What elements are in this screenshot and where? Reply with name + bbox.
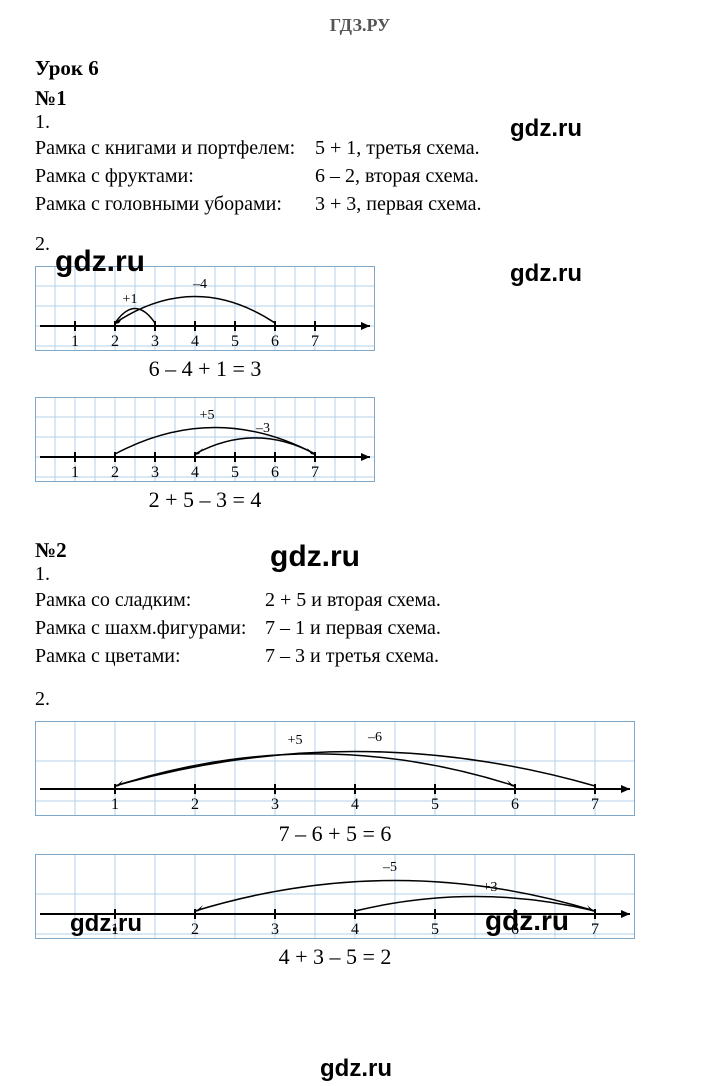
svg-text:7: 7 xyxy=(311,333,319,350)
svg-text:3: 3 xyxy=(151,464,159,481)
ex2-row-1: Рамка с шахм.фигурами: 7 – 1 и первая сх… xyxy=(35,614,685,642)
svg-text:1: 1 xyxy=(111,796,119,813)
numberline-3: 1 2 3 4 5 6 7 +5 –6 xyxy=(35,721,685,816)
ex1-row-0-label: Рамка с книгами и портфелем: xyxy=(35,134,315,162)
watermark: gdz.ru xyxy=(510,260,582,288)
svg-text:5: 5 xyxy=(431,921,439,938)
ex2-row-2-val: 7 – 3 и третья схема. xyxy=(265,642,439,670)
ex1-row-2-label: Рамка с головными уборами: xyxy=(35,190,315,218)
svg-text:+3: +3 xyxy=(483,880,498,895)
svg-text:–3: –3 xyxy=(255,421,270,436)
numberline-2: 1 2 3 4 5 6 7 +5 –3 xyxy=(35,397,685,482)
ex1-row-2-val: 3 + 3, первая схема. xyxy=(315,190,482,218)
svg-text:+1: +1 xyxy=(123,292,138,307)
svg-text:2: 2 xyxy=(111,333,119,350)
svg-text:+5: +5 xyxy=(288,733,303,748)
watermark: gdz.ru xyxy=(510,115,582,143)
equation-2: 2 + 5 – 3 = 4 xyxy=(35,487,375,513)
svg-text:1: 1 xyxy=(71,333,79,350)
svg-text:6: 6 xyxy=(271,464,279,481)
svg-text:7: 7 xyxy=(591,796,599,813)
ex2-row-0-val: 2 + 5 и вторая схема. xyxy=(265,586,441,614)
equation-1: 6 – 4 + 1 = 3 xyxy=(35,356,375,382)
svg-text:4: 4 xyxy=(191,464,199,481)
ex1-row-0: Рамка с книгами и портфелем: 5 + 1, трет… xyxy=(35,134,685,162)
watermark: gdz.ru xyxy=(485,905,569,937)
svg-text:5: 5 xyxy=(431,796,439,813)
svg-text:7: 7 xyxy=(311,464,319,481)
svg-text:4: 4 xyxy=(351,796,359,813)
svg-text:3: 3 xyxy=(271,796,279,813)
equation-4: 4 + 3 – 5 = 2 xyxy=(35,944,635,970)
ex2-row-0-label: Рамка со сладким: xyxy=(35,586,265,614)
svg-text:–4: –4 xyxy=(192,277,207,292)
ex1-row-1-label: Рамка с фруктами: xyxy=(35,162,315,190)
svg-text:7: 7 xyxy=(591,921,599,938)
equation-3: 7 – 6 + 5 = 6 xyxy=(35,821,635,847)
svg-text:+5: +5 xyxy=(200,408,215,423)
svg-text:2: 2 xyxy=(191,796,199,813)
ex2-row-2-label: Рамка с цветами: xyxy=(35,642,265,670)
svg-text:6: 6 xyxy=(271,333,279,350)
ex1-row-2: Рамка с головными уборами: 3 + 3, первая… xyxy=(35,190,685,218)
ex1-row-0-val: 5 + 1, третья схема. xyxy=(315,134,480,162)
svg-text:6: 6 xyxy=(511,796,519,813)
content-area: Урок 6 №1 1. Рамка с книгами и портфелем… xyxy=(0,56,720,970)
svg-text:4: 4 xyxy=(191,333,199,350)
exercise-2-title: №2 xyxy=(35,538,685,563)
svg-text:4: 4 xyxy=(351,921,359,938)
watermark: gdz.ru xyxy=(70,910,142,938)
svg-text:2: 2 xyxy=(111,464,119,481)
svg-text:–5: –5 xyxy=(382,860,397,875)
ex1-row-1: Рамка с фруктами: 6 – 2, вторая схема. xyxy=(35,162,685,190)
svg-text:5: 5 xyxy=(231,464,239,481)
ex2-row-1-val: 7 – 1 и первая схема. xyxy=(265,614,441,642)
ex2-sub1: 1. xyxy=(35,563,685,586)
page-header: ГДЗ.РУ xyxy=(0,0,720,56)
ex1-row-1-val: 6 – 2, вторая схема. xyxy=(315,162,479,190)
svg-text:1: 1 xyxy=(71,464,79,481)
lesson-title: Урок 6 xyxy=(35,56,685,81)
ex2-row-1-label: Рамка с шахм.фигурами: xyxy=(35,614,265,642)
ex2-row-2: Рамка с цветами: 7 – 3 и третья схема. xyxy=(35,642,685,670)
svg-text:3: 3 xyxy=(151,333,159,350)
watermark: gdz.ru xyxy=(55,245,145,279)
ex1-sub1: 1. xyxy=(35,111,685,134)
ex2-sub2: 2. xyxy=(35,688,685,711)
svg-text:–6: –6 xyxy=(367,730,382,745)
svg-text:2: 2 xyxy=(191,921,199,938)
svg-text:3: 3 xyxy=(271,921,279,938)
watermark: gdz.ru xyxy=(270,540,360,574)
ex2-row-0: Рамка со сладким: 2 + 5 и вторая схема. xyxy=(35,586,685,614)
watermark: gdz.ru xyxy=(320,1055,392,1083)
svg-text:5: 5 xyxy=(231,333,239,350)
exercise-1-title: №1 xyxy=(35,86,685,111)
